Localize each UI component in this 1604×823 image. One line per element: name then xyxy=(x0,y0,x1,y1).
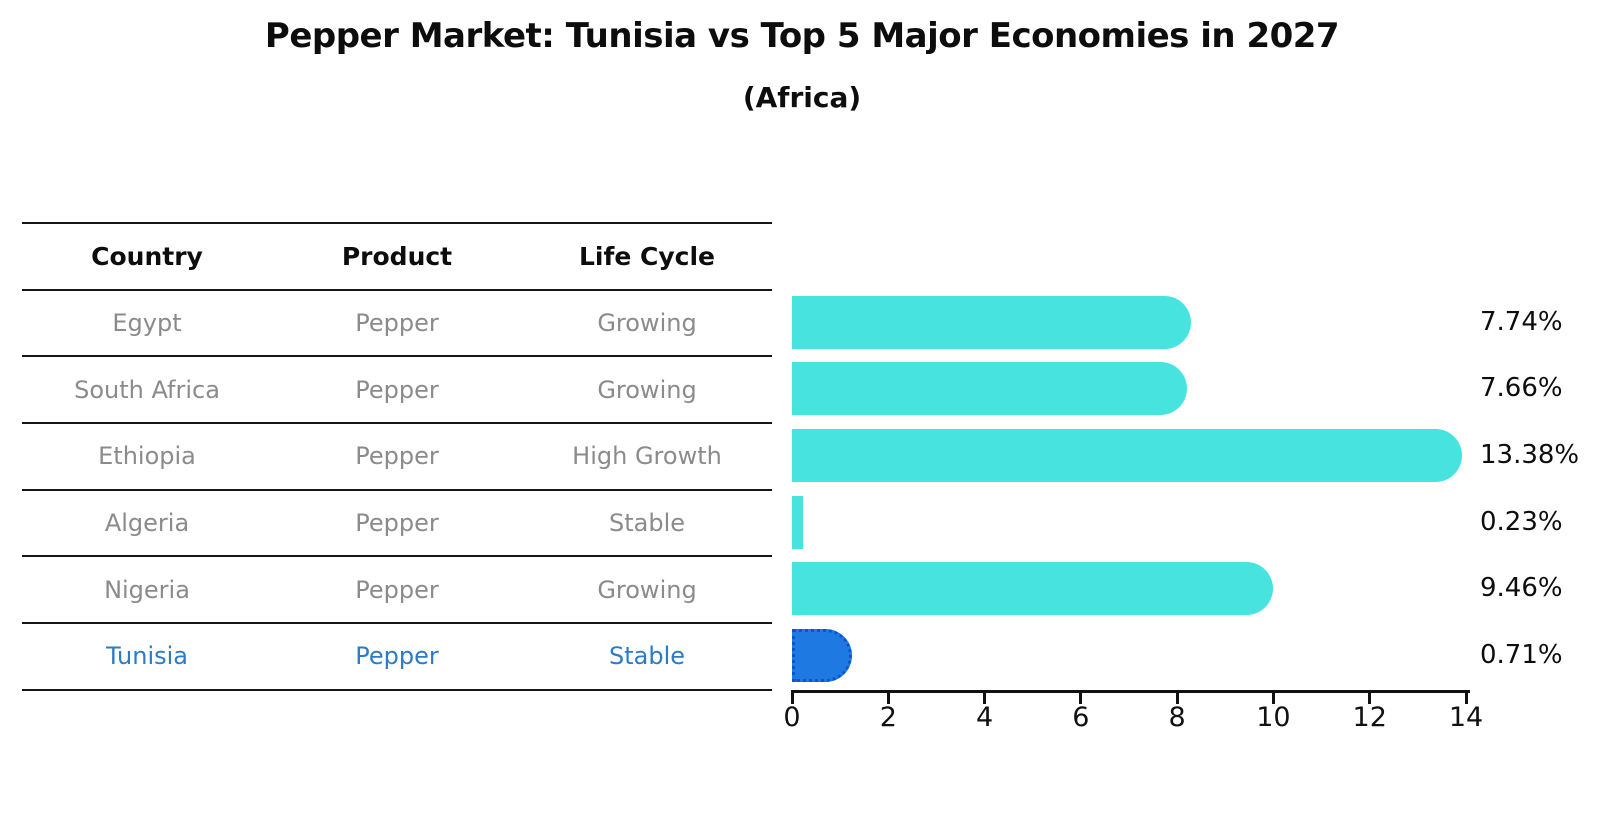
product-cell: Pepper xyxy=(355,375,439,404)
table-row: Ethiopia Pepper High Growth xyxy=(22,422,772,489)
header-product: Product xyxy=(341,241,453,271)
table-row: Algeria Pepper Stable xyxy=(22,488,772,556)
value-label: 0.23% xyxy=(1480,506,1563,537)
table-row: Tunisia Pepper Stable xyxy=(22,622,772,689)
life-cycle-cell: Stable xyxy=(608,642,686,671)
chart-title: Pepper Market: Tunisia vs Top 5 Major Ec… xyxy=(264,16,1340,56)
country-cell: Algeria xyxy=(104,509,190,538)
value-label: 13.38% xyxy=(1480,439,1580,470)
header-life-cycle: Life Cycle xyxy=(578,241,716,271)
life-cycle-cell: Stable xyxy=(608,509,686,538)
country-cell: Nigeria xyxy=(104,575,190,604)
bar xyxy=(792,362,1187,416)
product-cell: Pepper xyxy=(355,575,439,604)
x-tick xyxy=(1079,690,1083,704)
header-country: Country xyxy=(91,241,203,271)
table-row: South Africa Pepper Growing xyxy=(22,355,772,422)
value-label: 7.74% xyxy=(1480,306,1563,337)
life-cycle-cell: Growing xyxy=(597,375,697,404)
country-cell: Tunisia xyxy=(106,642,188,671)
x-tick-label: 14 xyxy=(1448,702,1484,733)
product-cell: Pepper xyxy=(355,509,439,538)
life-cycle-cell: High Growth xyxy=(572,442,722,471)
life-cycle-cell: Growing xyxy=(597,575,697,604)
value-label: 9.46% xyxy=(1480,573,1563,604)
x-tick xyxy=(983,690,987,704)
country-cell: Ethiopia xyxy=(98,442,196,471)
product-cell: Pepper xyxy=(355,442,439,471)
bar xyxy=(792,562,1274,616)
x-tick xyxy=(790,690,794,704)
country-cell: Egypt xyxy=(112,309,182,338)
x-tick xyxy=(886,690,890,704)
chart-subtitle: (Africa) xyxy=(742,81,862,114)
product-cell: Pepper xyxy=(355,309,439,338)
x-tick xyxy=(1368,690,1372,704)
country-cell: South Africa xyxy=(74,375,220,404)
value-label: 0.71% xyxy=(1480,640,1563,671)
x-tick-label: 0 xyxy=(783,702,801,733)
table-row: Egypt Pepper Growing xyxy=(22,288,772,356)
x-tick-label: 10 xyxy=(1256,702,1291,733)
x-tick xyxy=(1271,690,1275,704)
x-tick-label: 8 xyxy=(1168,702,1186,733)
bar-highlighted xyxy=(792,629,853,683)
table-body: Egypt Pepper Growing South Africa Pepper Grow… xyxy=(22,288,772,689)
x-tick xyxy=(1175,690,1179,704)
x-tick-label: 2 xyxy=(879,702,897,733)
x-tick-label: 12 xyxy=(1352,702,1387,733)
table-header-row: Country Product Life Cycle xyxy=(22,222,772,289)
life-cycle-cell: Growing xyxy=(597,309,697,338)
product-cell: Pepper xyxy=(355,642,439,671)
x-tick-label: 4 xyxy=(975,702,994,733)
x-axis-spine xyxy=(792,690,1470,693)
bar xyxy=(792,428,1463,482)
x-tick xyxy=(1464,690,1468,704)
value-label: 7.66% xyxy=(1480,373,1563,404)
table-row: Nigeria Pepper Growing xyxy=(22,555,772,622)
country-table: Country Product Life Cycle Egypt Pepper Gr… xyxy=(22,222,772,691)
bar xyxy=(792,495,804,549)
bar xyxy=(792,295,1191,349)
x-tick-label: 6 xyxy=(1072,702,1090,733)
